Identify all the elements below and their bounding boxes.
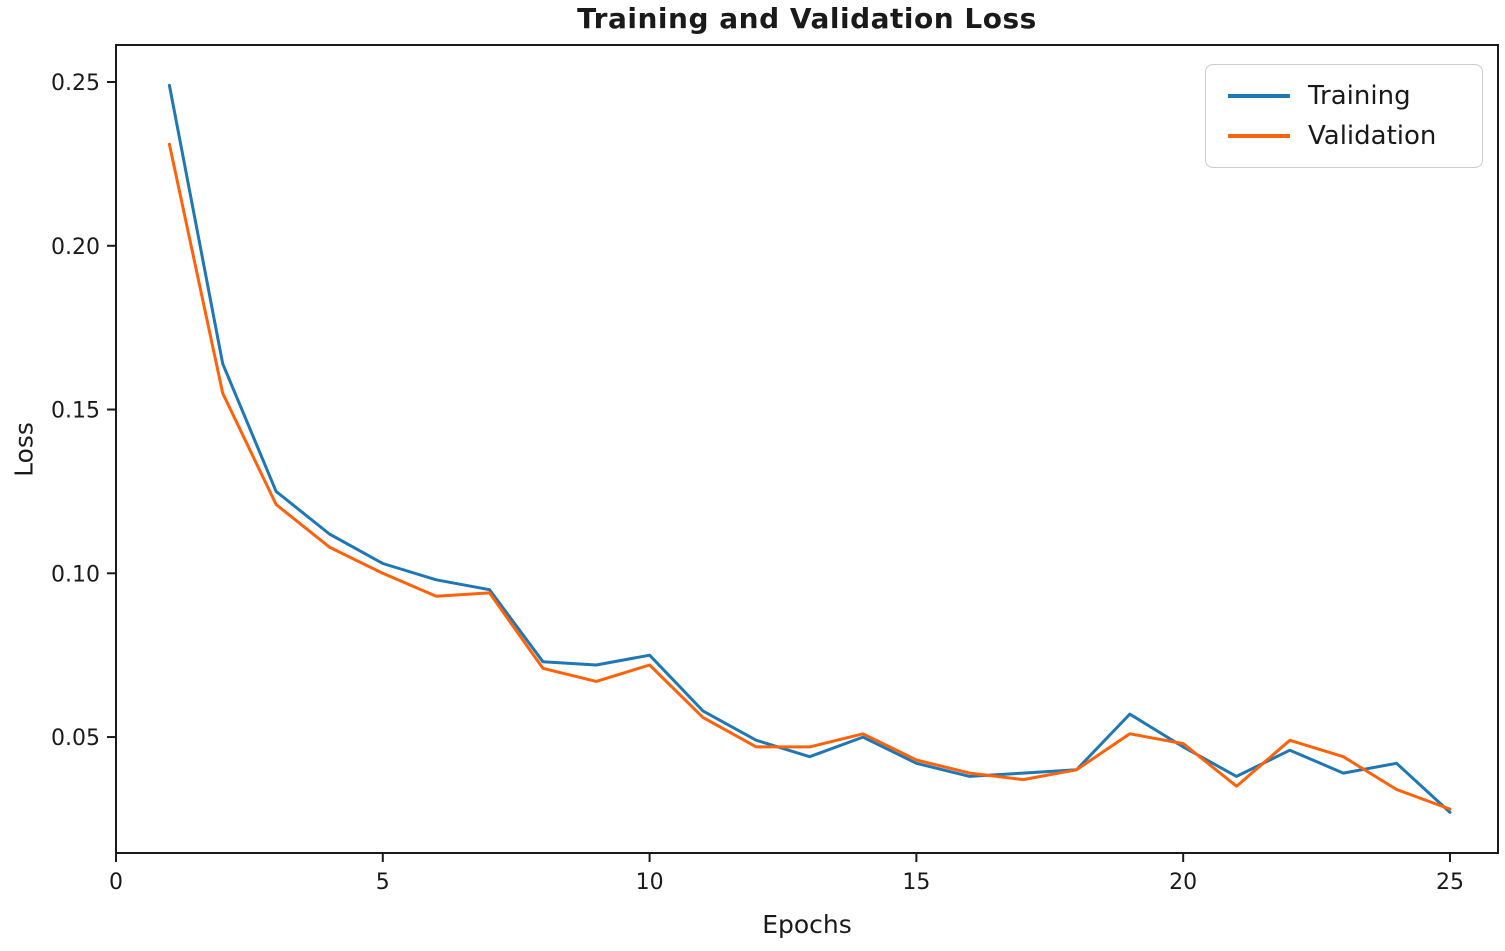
validation-swatch-line — [1228, 134, 1290, 138]
y-tick-label: 0.10 — [51, 562, 100, 587]
y-tick-label: 0.15 — [51, 399, 100, 424]
training-line — [167, 83, 1452, 814]
x-tick-label: 25 — [1436, 870, 1464, 895]
y-tick-label: 0.25 — [51, 71, 100, 96]
x-tick-label: 5 — [376, 870, 390, 895]
legend: Training Validation — [1205, 64, 1483, 168]
legend-entry-validation: Validation — [1206, 123, 1482, 149]
x-tick-label: 0 — [109, 870, 123, 895]
axes-frame — [115, 44, 1499, 854]
legend-label: Training — [1308, 81, 1411, 111]
chart-title: Training and Validation Loss — [577, 2, 1037, 35]
legend-entry-training: Training — [1206, 83, 1482, 109]
y-tick-label: 0.05 — [51, 726, 100, 751]
training-swatch-line — [1228, 94, 1290, 98]
y-tick-label: 0.20 — [51, 235, 100, 260]
y-axis-label: Loss — [9, 422, 39, 477]
x-tick-label: 20 — [1169, 870, 1197, 895]
validation-line — [167, 142, 1452, 811]
x-tick-label: 10 — [636, 870, 664, 895]
legend-label: Validation — [1308, 121, 1437, 151]
x-tick-label: 15 — [902, 870, 930, 895]
x-axis-label: Epochs — [762, 910, 852, 939]
